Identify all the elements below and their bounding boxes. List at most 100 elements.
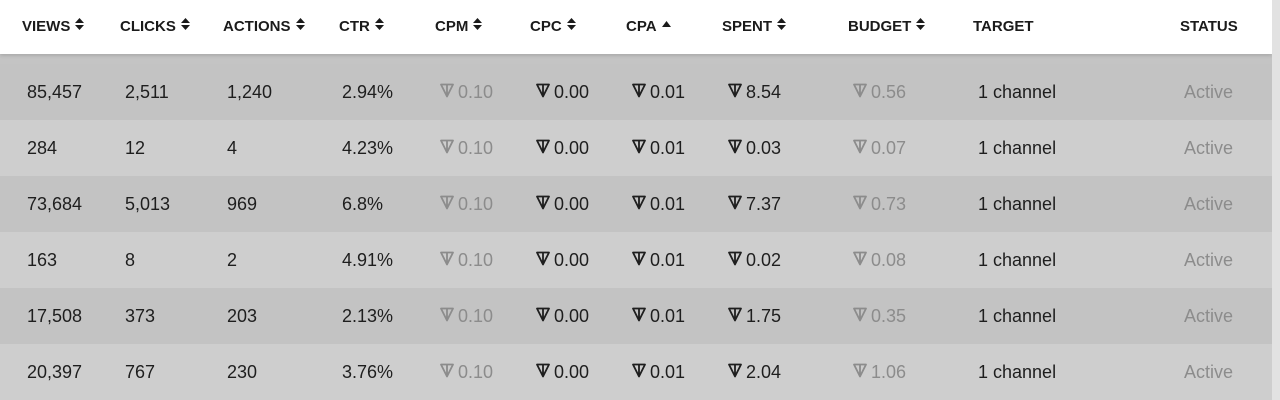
cell-value: 4.91% [342,250,394,270]
cell-cpa: 0.01 [631,176,685,232]
cell-value: 1.75 [746,306,782,326]
ton-icon [535,120,551,176]
cell-value: 0.10 [458,82,494,102]
cell-actions: 969 [227,176,257,232]
ton-icon [852,176,868,232]
table-row[interactable]: 163 8 2 4.91% 0.10 0.00 0.01 0.02 0.08 1 channel A… [0,232,1272,288]
ton-icon [439,64,455,120]
cell-spent: 0.02 [727,232,781,288]
cell-ctr: 4.91% [342,232,393,288]
cell-value: Active [1184,82,1234,102]
cell-value: 0.10 [458,138,494,158]
cell-views: 73,684 [27,176,82,232]
sort-icon[interactable] [777,0,787,53]
cell-spent: 7.37 [727,176,781,232]
column-header-views[interactable]: VIEWS [22,0,85,54]
cell-spent: 8.54 [727,64,781,120]
ton-icon [439,344,455,400]
column-header-label: BUDGET [848,18,912,35]
column-header-spent[interactable]: SPENT [722,0,787,54]
cell-value: 0.07 [871,138,907,158]
cell-clicks: 767 [125,344,155,400]
sort-icon[interactable] [916,0,926,53]
column-header-actions[interactable]: ACTIONS [223,0,305,54]
cell-cpm: 0.10 [439,120,493,176]
column-header-label: CPM [435,18,469,35]
cell-cpc: 0.00 [535,344,589,400]
scrollbar-track[interactable] [1272,0,1280,400]
ton-icon [439,232,455,288]
cell-views: 284 [27,120,57,176]
cell-value: 230 [227,362,258,382]
cell-value: 8 [125,250,136,270]
cell-target: 1 channel [978,344,1056,400]
table-row[interactable]: 284 12 4 4.23% 0.10 0.00 0.01 0.03 0.07 1 channel… [0,120,1272,176]
cell-value: Active [1184,362,1234,382]
sort-icon[interactable] [473,0,483,53]
cell-value: 1.06 [871,362,907,382]
cell-value: 17,508 [27,306,83,326]
ton-icon [631,176,647,232]
cell-views: 163 [27,232,57,288]
cell-value: 4.23% [342,138,394,158]
column-header-cpm[interactable]: CPM [435,0,483,54]
column-header-cpa[interactable]: CPA [626,0,671,54]
sort-ascending-icon[interactable] [661,0,671,53]
cell-value: 2.94% [342,82,394,102]
cell-actions: 1,240 [227,64,272,120]
column-header-label: ACTIONS [223,18,291,35]
cell-cpc: 0.00 [535,288,589,344]
cell-cpa: 0.01 [631,64,685,120]
cell-value: 1 channel [978,82,1057,102]
sort-icon[interactable] [295,0,305,53]
cell-cpa: 0.01 [631,344,685,400]
cell-value: 1 channel [978,362,1057,382]
cell-value: 0.56 [871,82,907,102]
sort-icon[interactable] [75,0,85,53]
cell-status: Active [1184,344,1233,400]
ton-icon [852,64,868,120]
ton-icon [852,120,868,176]
column-header-label: CTR [339,18,370,35]
column-header-budget[interactable]: BUDGET [848,0,926,54]
cell-cpm: 0.10 [439,176,493,232]
cell-target: 1 channel [978,176,1056,232]
cell-value: Active [1184,138,1234,158]
column-header-cpc[interactable]: CPC [530,0,576,54]
sort-icon[interactable] [180,0,190,53]
table-row[interactable]: 73,684 5,013 969 6.8% 0.10 0.00 0.01 7.37 0.73 1 … [0,176,1272,232]
ton-icon [535,232,551,288]
table-row[interactable]: 20,397 767 230 3.76% 0.10 0.00 0.01 2.04 1.06 1 c… [0,344,1272,400]
cell-value: 0.10 [458,306,494,326]
ton-icon [631,120,647,176]
cell-value: 0.01 [650,138,686,158]
cell-value: 0.00 [554,194,590,214]
table-row[interactable]: 17,508 373 203 2.13% 0.10 0.00 0.01 1.75 0.35 1 c… [0,288,1272,344]
cell-ctr: 2.94% [342,64,393,120]
ton-icon [535,64,551,120]
column-header-label: CPA [626,18,657,35]
cell-value: 7.37 [746,194,782,214]
cell-clicks: 2,511 [125,64,169,120]
cell-spent: 1.75 [727,288,781,344]
table-header: VIEWS CLICKS ACTIONS CTR CPM CPC CPA SPENT BUDGE… [0,0,1272,54]
cell-value: 1 channel [978,194,1057,214]
cell-value: 0.03 [746,138,782,158]
ton-icon [852,344,868,400]
cell-value: 2,511 [125,82,169,102]
cell-value: 1 channel [978,250,1057,270]
cell-value: 373 [125,306,156,326]
cell-value: 0.10 [458,362,494,382]
sort-icon[interactable] [374,0,384,53]
column-header-ctr[interactable]: CTR [339,0,384,54]
column-header-clicks[interactable]: CLICKS [120,0,190,54]
cell-spent: 0.03 [727,120,781,176]
ton-icon [631,232,647,288]
sort-icon[interactable] [566,0,576,53]
table-row[interactable]: 85,457 2,511 1,240 2.94% 0.10 0.00 0.01 8.54 0.5… [0,64,1272,120]
cell-value: 0.00 [554,250,590,270]
cell-actions: 203 [227,288,257,344]
cell-actions: 2 [227,232,237,288]
cell-value: 0.02 [746,250,782,270]
